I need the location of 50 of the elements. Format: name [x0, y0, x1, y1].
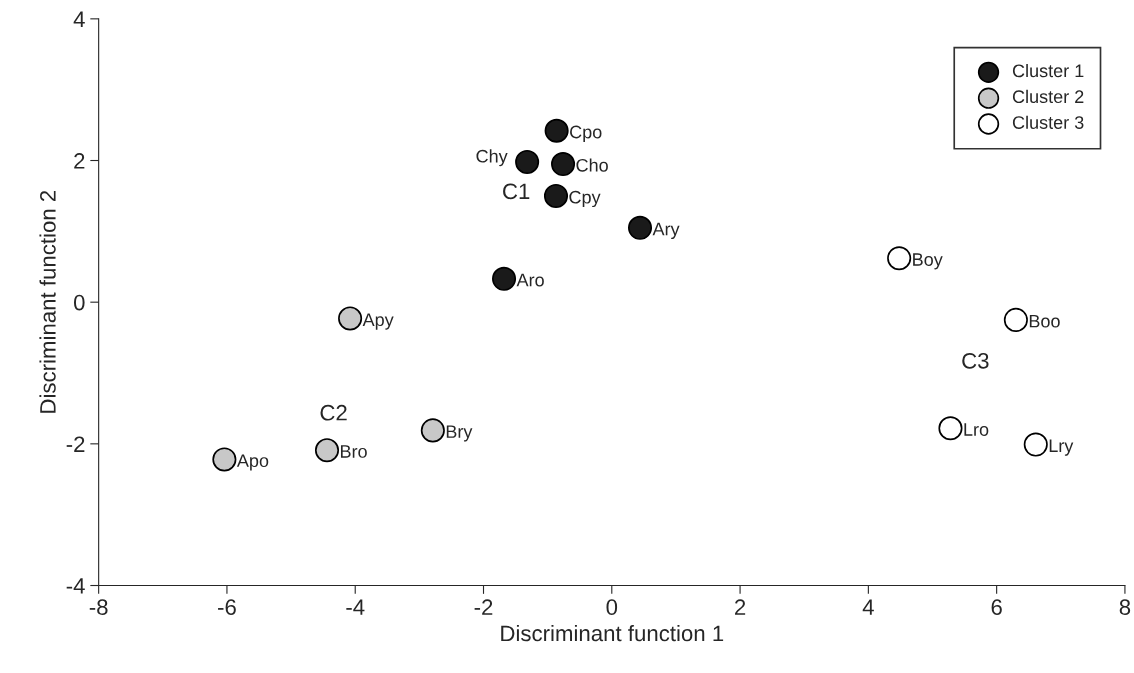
x-tick-label: 4: [862, 599, 874, 615]
point: [1023, 432, 1048, 457]
annotation: Cho: [576, 158, 608, 172]
annotation: Cpo: [570, 125, 602, 142]
y-tick-label: 0: [73, 294, 85, 311]
annotation: Chy: [476, 149, 508, 167]
point: [1003, 307, 1028, 332]
point: [543, 183, 569, 208]
x-tick-label: 2: [735, 599, 746, 615]
y-tick-label: 2: [74, 153, 85, 169]
point: [515, 149, 540, 174]
point: [314, 438, 340, 463]
point: [212, 447, 237, 472]
point: [544, 118, 569, 143]
x-tick-label: -6: [218, 599, 236, 616]
annotation: Bry: [446, 425, 473, 442]
legend-label: Cluster 3: [1012, 115, 1084, 129]
annotation: Ary: [652, 222, 680, 239]
annotation: Bro: [340, 445, 367, 458]
y-tick-label: 4: [73, 11, 85, 27]
legend-label: Cluster 2: [1012, 89, 1084, 104]
annotation: C2: [320, 404, 347, 421]
annotation: C3: [962, 352, 989, 369]
annotation: Lro: [964, 423, 989, 436]
x-tick-label: 0: [606, 599, 618, 616]
x-tick-label: -8: [89, 599, 108, 616]
point: [420, 418, 445, 443]
x-tick-label: 8: [1119, 599, 1131, 616]
y-axis-title: Discriminant function 2: [39, 190, 56, 413]
y-tick-label: -2: [66, 436, 85, 452]
x-tick-label: 6: [991, 599, 1002, 616]
annotation: Aro: [516, 273, 544, 287]
legend-label: Cluster 1: [1012, 63, 1084, 78]
point: [338, 306, 363, 331]
annotation: Apo: [236, 454, 269, 471]
point: [887, 246, 912, 271]
x-tick-label: -4: [346, 599, 365, 615]
annotation: Boo: [1029, 314, 1060, 328]
annotation: C1: [503, 183, 530, 200]
annotation: Boy: [913, 253, 943, 270]
annotation: Lry: [1049, 439, 1074, 456]
annotation: Apy: [362, 313, 394, 330]
point: [551, 152, 576, 177]
point: [492, 266, 517, 291]
y-tick-label: -4: [66, 578, 85, 594]
point: [938, 416, 963, 441]
point: [627, 215, 653, 240]
x-axis-title: Discriminant function 1: [501, 624, 724, 642]
annotation: Cpy: [569, 190, 601, 208]
x-tick-label: -2: [474, 599, 493, 615]
